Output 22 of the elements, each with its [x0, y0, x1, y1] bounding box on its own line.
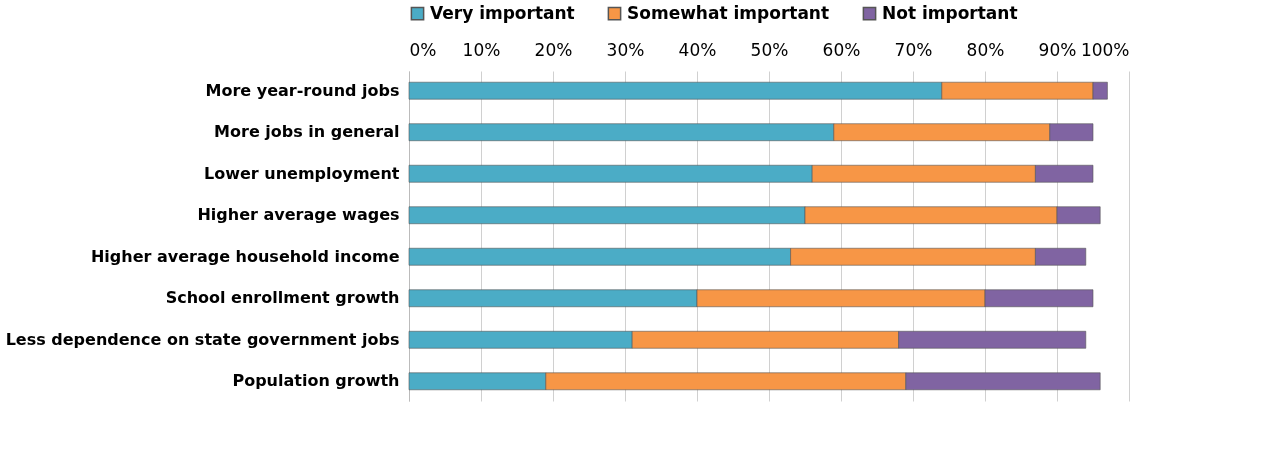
x-tick-label: 60% [822, 39, 861, 60]
x-tick-label: 80% [966, 39, 1005, 60]
x-tick-label: 90% [1038, 39, 1077, 60]
legend-label: Very important [430, 2, 575, 23]
x-tick-label: 0% [409, 39, 437, 60]
y-tick-label: More jobs in general [214, 122, 400, 142]
x-tick-label: 20% [534, 39, 573, 60]
legend-label: Not important [882, 2, 1018, 23]
y-tick-label: Higher average wages [197, 205, 400, 225]
x-tick-label: 100% [1080, 39, 1130, 60]
y-tick-label: Less dependence on state government jobs [5, 329, 400, 349]
x-tick-label: 40% [678, 39, 717, 60]
y-tick-label: Lower unemployment [203, 163, 400, 183]
y-tick-label: School enrollment growth [165, 288, 400, 308]
y-tick-label: Population growth [232, 371, 400, 391]
x-tick-label: 10% [462, 39, 501, 60]
x-tick-label: 50% [750, 39, 789, 60]
x-tick-label: 30% [606, 39, 645, 60]
y-tick-label: More year-round jobs [205, 80, 400, 100]
y-tick-label: Higher average household income [90, 246, 400, 266]
x-tick-label: 70% [894, 39, 933, 60]
legend-label: Somewhat important [627, 2, 830, 23]
